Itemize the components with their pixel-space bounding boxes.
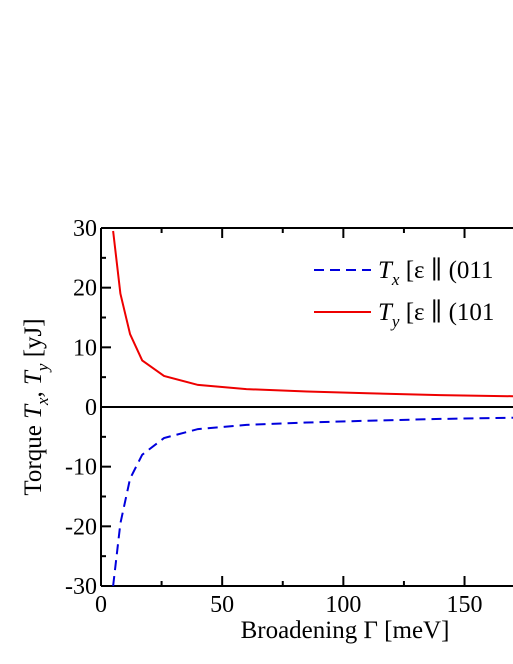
y-tick-label: -20 bbox=[65, 514, 97, 540]
y-tick-label: 0 bbox=[85, 395, 97, 421]
series-line-ty bbox=[112, 230, 513, 398]
y-tick-label: -30 bbox=[65, 574, 97, 600]
legend-entry-ty: Ty [ε ∥ (101 bbox=[378, 299, 494, 331]
x-tick-label: 0 bbox=[95, 592, 107, 618]
x-tick-label: 100 bbox=[325, 592, 361, 618]
x-axis-title: Broadening Γ [meV] bbox=[241, 617, 450, 644]
y-tick-label: 20 bbox=[73, 276, 97, 302]
y-tick-label: 30 bbox=[73, 216, 97, 242]
x-tick-label: 150 bbox=[447, 592, 483, 618]
y-tick-label: -10 bbox=[65, 455, 97, 481]
y-tick-label: 10 bbox=[73, 335, 97, 361]
x-tick-label: 50 bbox=[210, 592, 234, 618]
series-line-tx bbox=[112, 416, 513, 587]
legend-entry-tx: Tx [ε ∥ (011 bbox=[378, 257, 493, 289]
y-axis-title: Torque Tx, Ty [yJ] bbox=[20, 318, 52, 495]
